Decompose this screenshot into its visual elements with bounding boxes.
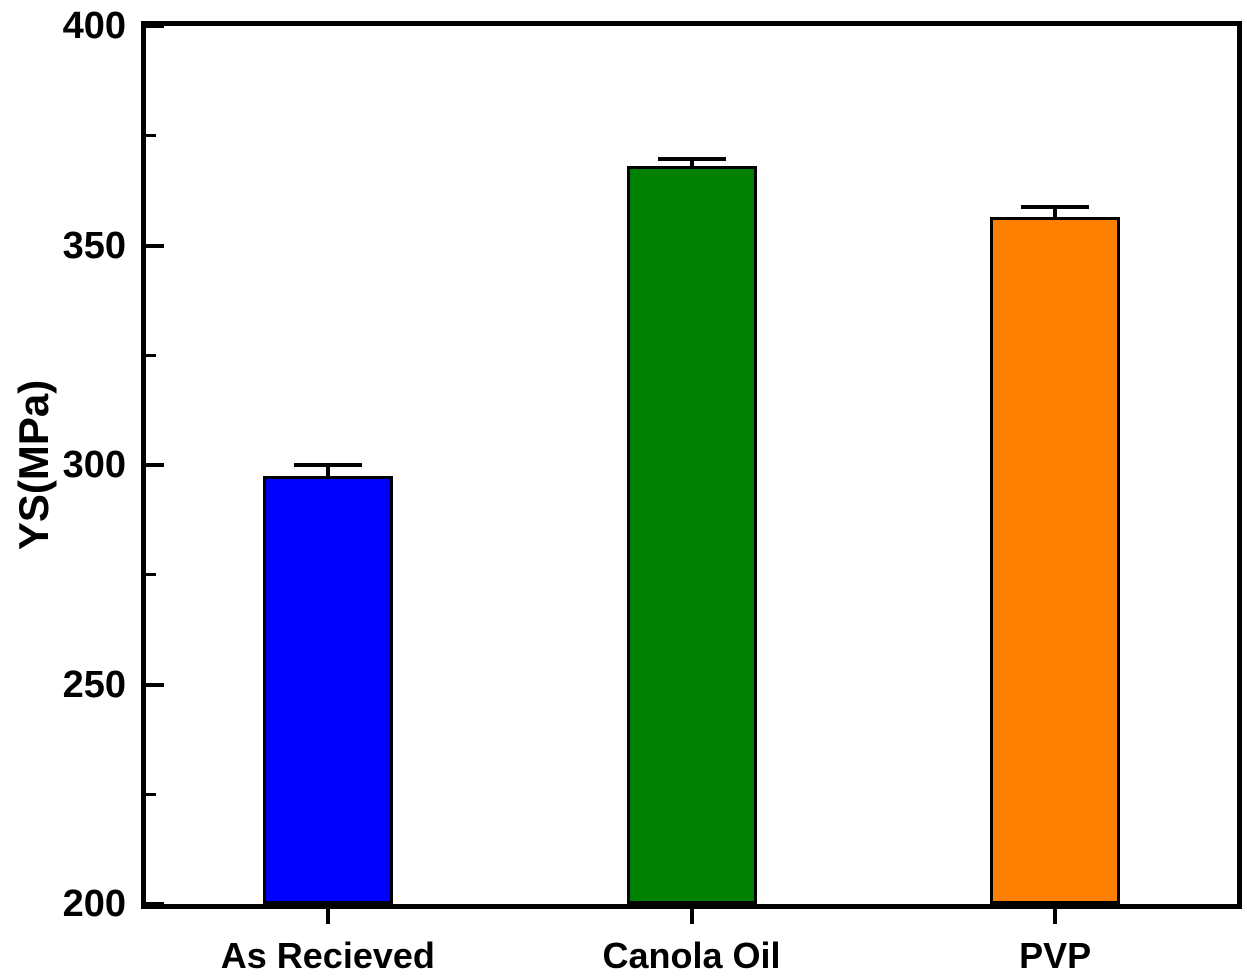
- y-minor-tick-325: [146, 353, 156, 357]
- y-tick-label-250: 250: [62, 663, 126, 706]
- error-bar-stem-as-recieved: [325, 465, 330, 478]
- error-bar-cap-canola-oil: [657, 157, 726, 162]
- y-minor-tick-375: [146, 134, 156, 138]
- x-tick-pvp: [1053, 909, 1058, 924]
- plot-area: [141, 21, 1242, 909]
- y-tick-label-350: 350: [62, 224, 126, 267]
- bar-canola-oil: [626, 166, 757, 904]
- error-bar-stem-pvp: [1053, 206, 1058, 219]
- y-minor-tick-225: [146, 792, 156, 796]
- error-bar-stem-canola-oil: [689, 159, 694, 169]
- y-tick-label-400: 400: [62, 5, 126, 47]
- x-tick-label-pvp: PVP: [1019, 935, 1092, 976]
- error-bar-cap-pvp: [1021, 204, 1090, 209]
- bar-pvp: [990, 216, 1121, 904]
- y-tick-label-300: 300: [62, 444, 126, 486]
- x-tick-label-canola-oil: Canola Oil: [602, 935, 781, 976]
- x-tick-label-as-recieved: As Recieved: [220, 935, 435, 976]
- y-major-tick-400: [146, 24, 164, 28]
- y-major-tick-200: [146, 902, 164, 906]
- y-major-tick-350: [146, 243, 164, 248]
- x-tick-as-recieved: [325, 909, 330, 924]
- y-tick-label-200: 200: [62, 883, 126, 925]
- y-major-tick-250: [146, 682, 164, 687]
- bar-as-recieved: [262, 475, 393, 904]
- x-tick-canola-oil: [689, 909, 694, 924]
- y-minor-tick-275: [146, 573, 156, 577]
- error-bar-cap-as-recieved: [293, 463, 362, 467]
- y-major-tick-300: [146, 463, 164, 467]
